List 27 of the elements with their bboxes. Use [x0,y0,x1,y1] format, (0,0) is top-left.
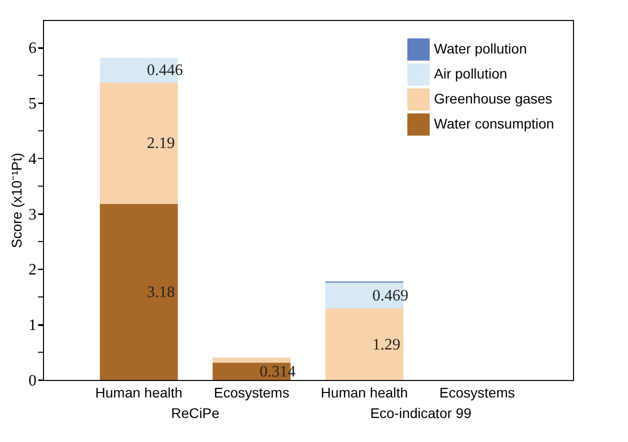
legend-label: Water consumption [434,116,554,132]
y-tick-label: 3 [28,206,36,224]
bar [325,308,404,380]
x-tick-label: Human health [95,384,182,400]
y-tick-label: 1 [28,317,36,334]
y-tick-label: 6 [28,40,36,58]
legend-label: Air pollution [434,66,508,82]
bar [100,204,178,380]
x-tick-label: Human health [320,384,408,400]
y-tick-label: 5 [28,96,36,113]
bar [212,358,291,363]
data-label: 1.29 [372,336,400,354]
y-axis-title: Score (x10⁻¹Pt) [8,152,24,248]
bar [100,82,178,204]
text: Eco-indicator 99 [370,405,472,421]
y-tick-label: 4 [28,150,36,168]
legend-label: Water pollution [434,40,527,56]
y-tick-label: 0 [28,372,36,390]
y-tick-label: 2 [28,262,36,279]
legend-label: Greenhouse gases [434,90,552,106]
x-tick-label: Ecosystems [439,384,515,400]
data-label: 0.469 [372,288,408,305]
data-label: 3.18 [146,284,175,301]
data-label: 0.446 [146,62,183,80]
x-tick-label: Ecosystems [214,384,290,400]
data-label: 2.19 [146,135,175,152]
text: ReCiPe [171,405,220,421]
